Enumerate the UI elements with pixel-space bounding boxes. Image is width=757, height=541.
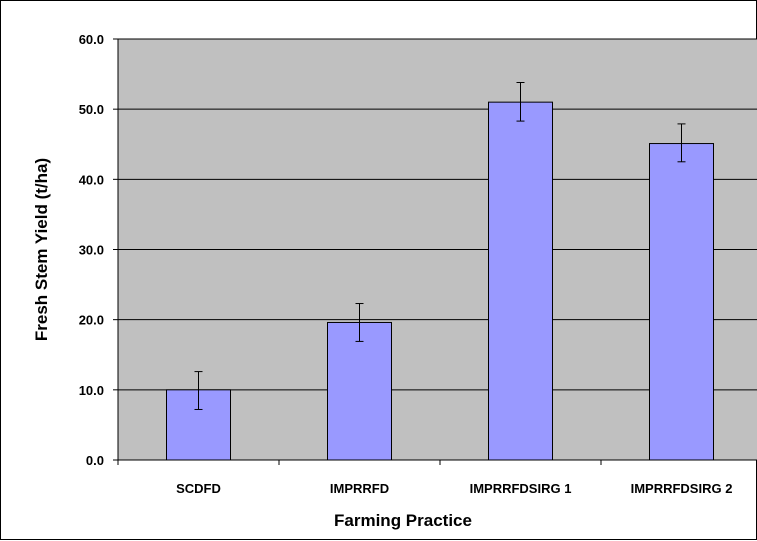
axes: [113, 38, 757, 465]
x-axis-title: Farming Practice: [334, 511, 472, 530]
x-tick-label: IMPRRFDSIRG 1: [470, 481, 572, 496]
x-tick-label: IMPRRFD: [330, 481, 389, 496]
error-bars: [194, 82, 686, 410]
y-tick-label: 40.0: [79, 172, 104, 187]
bar-imprrfdsirg-2: [649, 143, 714, 461]
x-tick-label: IMPRRFDSIRG 2: [631, 481, 733, 496]
y-axis-title: Fresh Stem Yield (t/ha): [32, 158, 51, 341]
x-tick-label: SCDFD: [176, 481, 221, 496]
y-tick-label: 60.0: [79, 32, 104, 47]
y-tick-label: 50.0: [79, 102, 104, 117]
y-tick-label: 20.0: [79, 313, 104, 328]
y-tick-label: 10.0: [79, 383, 104, 398]
bars: [166, 101, 714, 461]
y-tick-label: 0.0: [86, 453, 104, 468]
bar-imprrfd: [327, 321, 392, 461]
y-tick-labels: 0.0 10.0 20.0 30.0 40.0 50.0 60.0: [79, 32, 104, 468]
x-tick-labels: SCDFD IMPRRFD IMPRRFDSIRG 1 IMPRRFDSIRG 2: [176, 481, 732, 496]
y-tick-label: 30.0: [79, 243, 104, 258]
bar-imprrfdsirg-1: [488, 101, 553, 461]
